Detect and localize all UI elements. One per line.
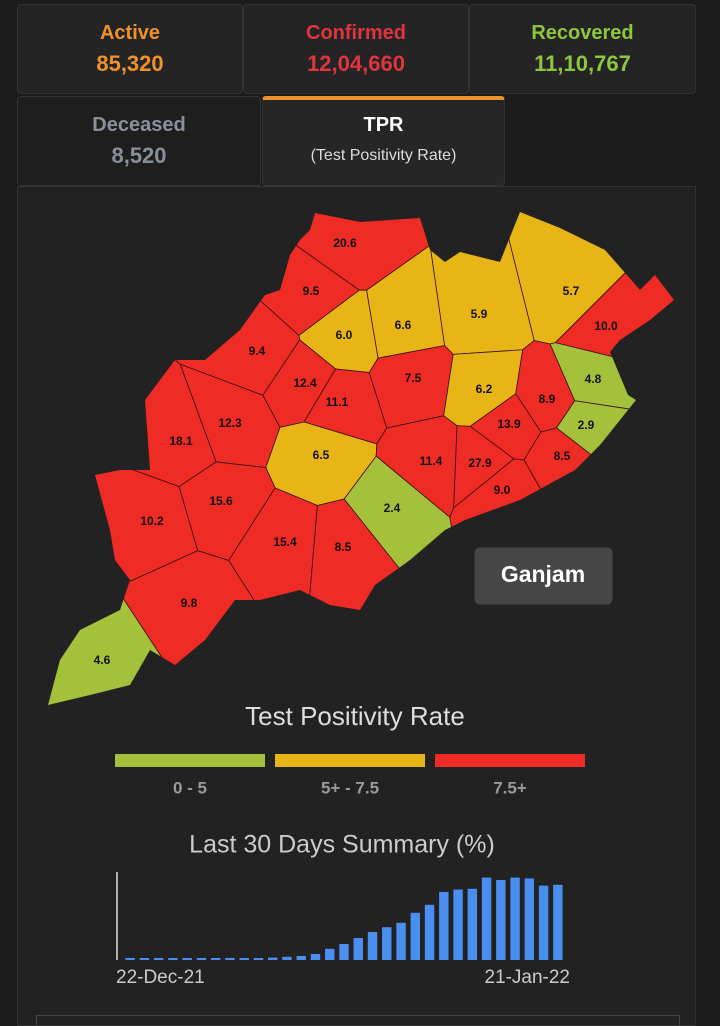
tab-value: 12,04,660 <box>307 51 405 76</box>
tab-title: Confirmed <box>306 22 406 44</box>
tab-deceased[interactable]: Deceased 8,520 <box>17 96 261 186</box>
map-labels: 20.6 9.5 6.0 6.6 5.9 5.7 10.0 9.4 12.4 7.5 11.1 6.2… <box>94 236 618 667</box>
district-label: 10.2 <box>140 514 164 528</box>
tab-title: Recovered <box>531 22 634 44</box>
district-label: 7.5 <box>405 371 422 385</box>
chart-title: Last 30 Days Summary (%) <box>189 831 495 859</box>
bar <box>296 956 306 960</box>
district-label: 15.6 <box>209 494 233 508</box>
district-label: 8.9 <box>539 392 556 406</box>
bar <box>268 957 278 960</box>
district-label: 9.8 <box>181 596 198 610</box>
legend-title: Test Positivity Rate <box>245 701 465 731</box>
district-label: 11.4 <box>420 454 443 468</box>
bar <box>168 958 178 960</box>
tab-confirmed[interactable]: Confirmed 12,04,660 <box>243 4 469 94</box>
district-label: 4.8 <box>585 372 602 386</box>
bar <box>182 958 192 960</box>
bar <box>453 889 463 960</box>
bar <box>510 877 520 960</box>
bar <box>125 958 135 960</box>
tooltip-box <box>473 546 614 606</box>
bar <box>239 958 249 960</box>
legend-swatch <box>435 754 585 767</box>
district-label: 12.3 <box>218 416 242 430</box>
district-label: 27.9 <box>468 456 492 470</box>
tab-active[interactable]: Active 85,320 <box>17 4 243 94</box>
bar <box>225 958 235 960</box>
district-label: 8.5 <box>554 449 571 463</box>
bar <box>396 922 406 960</box>
district-label: 6.2 <box>476 382 493 396</box>
bar <box>538 885 549 960</box>
legend-swatch <box>115 754 265 767</box>
bar <box>467 888 478 960</box>
district-label: 9.4 <box>249 344 266 358</box>
bar <box>481 877 492 960</box>
tab-title: Active <box>99 22 161 44</box>
bar <box>282 956 292 960</box>
tab-subtitle: (Test Positivity Rate) <box>310 147 457 164</box>
legend-label: 5+ - 7.5 <box>321 778 379 797</box>
tab-recovered[interactable]: Recovered 11,10,767 <box>469 4 696 94</box>
district-label: 11.1 <box>326 395 349 409</box>
bar <box>496 880 506 960</box>
bar <box>524 878 535 960</box>
bar <box>382 927 392 960</box>
district-label: 10.0 <box>594 319 618 333</box>
bar <box>253 958 264 960</box>
bar <box>339 944 349 960</box>
bar <box>139 958 150 960</box>
legend-label: 7.5+ <box>493 778 527 797</box>
district-label: 6.6 <box>395 318 412 332</box>
tab-tpr[interactable]: TPR (Test Positivity Rate) <box>262 96 505 186</box>
bar <box>353 938 363 960</box>
district-label: 9.5 <box>303 284 320 298</box>
district-label: 20.6 <box>333 236 357 250</box>
legend-label: 0 - 5 <box>173 778 207 797</box>
bar <box>210 958 221 960</box>
bar <box>325 948 335 960</box>
bar <box>410 912 420 960</box>
district-label: 15.4 <box>273 535 297 549</box>
x-tick-label: 21-Jan-22 <box>484 967 570 988</box>
bar <box>424 904 435 960</box>
district-label: 4.6 <box>94 653 111 667</box>
map <box>48 212 674 705</box>
tab-value: 8,520 <box>111 143 167 168</box>
district-label: 5.7 <box>563 284 580 298</box>
bar <box>367 932 378 960</box>
district-label: 6.0 <box>336 328 353 342</box>
district-label: 6.5 <box>313 448 330 462</box>
district-label: 12.4 <box>293 376 317 390</box>
x-tick-label: 22-Dec-21 <box>116 967 205 988</box>
district <box>48 212 301 396</box>
legend-swatch <box>275 754 425 767</box>
district-label: 8.5 <box>335 540 352 554</box>
district-label: 5.9 <box>471 307 488 321</box>
tab-value: 11,10,767 <box>534 51 631 76</box>
bar <box>310 954 321 960</box>
bar <box>439 892 449 960</box>
tab-title: TPR <box>363 114 404 136</box>
bar <box>553 884 563 960</box>
bar <box>196 958 207 960</box>
tab-value: 85,320 <box>96 51 164 76</box>
next-card <box>36 1015 680 1026</box>
district-label: 18.1 <box>169 434 193 448</box>
bar <box>153 958 164 960</box>
district-label: 2.9 <box>578 418 595 432</box>
tab-title: Deceased <box>92 114 186 136</box>
tooltip: Ganjam <box>501 561 585 587</box>
district-label: 9.0 <box>494 483 511 497</box>
district-label: 13.9 <box>497 417 521 431</box>
district-label: 2.4 <box>384 501 401 515</box>
